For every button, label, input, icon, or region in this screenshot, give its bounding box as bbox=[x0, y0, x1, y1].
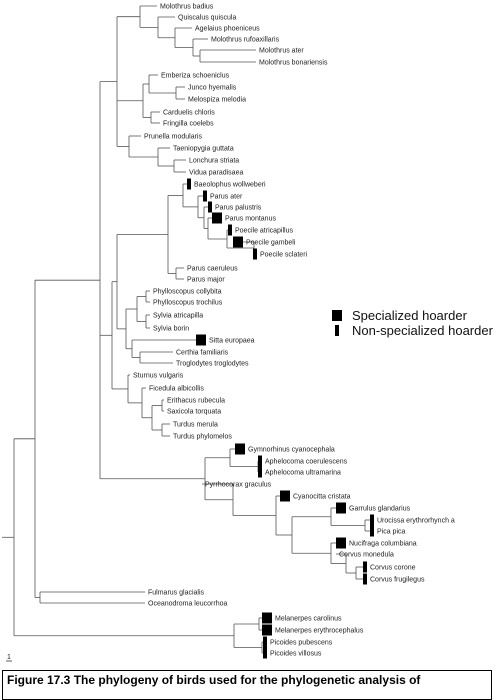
specialized-hoarder-marker bbox=[262, 624, 272, 636]
taxon-label: Sturnus vulgaris bbox=[133, 373, 184, 380]
non-specialized-hoarder-marker bbox=[258, 455, 262, 467]
taxon-label: Parus major bbox=[187, 277, 225, 284]
taxon-label: Ficedula albicollis bbox=[149, 386, 204, 393]
taxon-label: Sylvia atricapilla bbox=[153, 313, 203, 320]
taxon-label: Certhia familiaris bbox=[176, 350, 229, 357]
taxon-label: Corvus monedula bbox=[339, 552, 394, 559]
taxon-label: Corvus frugilegus bbox=[370, 577, 425, 584]
non-specialized-hoarder-marker bbox=[258, 466, 262, 478]
taxon-label: Aphelocoma ultramarina bbox=[265, 470, 341, 477]
taxon-label: Pyrrhocorax graculus bbox=[205, 482, 272, 489]
taxon-label: Sitta europaea bbox=[209, 338, 255, 345]
taxon-label: Troglodytes troglodytes bbox=[176, 361, 249, 368]
taxon-label: Oceanodroma leucorrhoa bbox=[148, 601, 227, 608]
legend-non-specialized-label: Non-specialized hoarder bbox=[352, 323, 494, 338]
non-specialized-hoarder-marker bbox=[263, 636, 267, 648]
legend-specialized-marker bbox=[332, 310, 342, 321]
taxon-label: Molothrus badius bbox=[160, 4, 214, 11]
taxon-label: Baeolophus wollweberi bbox=[194, 182, 266, 189]
taxon-label: Corvus corone bbox=[370, 565, 416, 572]
taxon-label: Melanerpes carolinus bbox=[275, 616, 342, 623]
taxon-label: Molothrus ater bbox=[259, 48, 304, 55]
taxon-label: Poecile atricapillus bbox=[235, 228, 293, 235]
non-specialized-hoarder-marker bbox=[370, 525, 374, 537]
specialized-hoarder-marker bbox=[235, 443, 245, 455]
taxon-label: Aphelocoma coerulescens bbox=[265, 459, 348, 466]
taxon-label: Quiscalus quiscula bbox=[178, 15, 236, 22]
scale-bar: 1 bbox=[6, 654, 12, 662]
non-specialized-hoarder-marker bbox=[203, 190, 207, 202]
taxon-label: Parus palustris bbox=[215, 205, 262, 212]
taxon-label: Saxicola torquata bbox=[167, 409, 221, 416]
taxon-label: Poecile sclateri bbox=[260, 252, 308, 259]
non-specialized-hoarder-marker bbox=[208, 201, 212, 213]
figure-caption: Figure 17.3 The phylogeny of birds used … bbox=[7, 673, 421, 687]
figure-caption-box: Figure 17.3 The phylogeny of birds used … bbox=[2, 670, 492, 700]
scale-label: 1 bbox=[7, 654, 11, 661]
non-specialized-hoarder-marker bbox=[263, 647, 267, 659]
legend-non-specialized-marker bbox=[335, 325, 339, 336]
non-specialized-hoarder-marker bbox=[363, 573, 367, 585]
specialized-hoarder-marker bbox=[262, 612, 272, 624]
taxon-label: Gymnorhinus cyanocephala bbox=[248, 447, 335, 454]
taxon-label: Taeniopygia guttata bbox=[173, 146, 234, 153]
taxon-label: Urocissa erythrorhynch a bbox=[377, 518, 455, 525]
phylogenetic-tree: Molothrus badius Quiscalus quiscula Agelai… bbox=[2, 4, 494, 662]
non-specialized-hoarder-marker bbox=[187, 178, 191, 190]
taxon-label: Sylvia borin bbox=[153, 326, 189, 333]
taxon-label: Cyanocitta cristata bbox=[293, 494, 351, 501]
specialized-hoarder-marker bbox=[336, 537, 346, 549]
tree-branches bbox=[2, 5, 370, 654]
non-specialized-hoarder-marker bbox=[370, 514, 374, 526]
taxon-label: Parus montanus bbox=[225, 216, 276, 223]
taxon-label: Nucifraga columbiana bbox=[349, 541, 417, 548]
taxon-label: Poecile gambeli bbox=[246, 240, 296, 247]
taxon-label: Garrulus glandarius bbox=[349, 506, 411, 513]
taxon-label: Carduelis chloris bbox=[163, 110, 215, 117]
taxon-label: Pica pica bbox=[377, 529, 406, 536]
specialized-hoarder-marker bbox=[336, 502, 346, 514]
specialized-hoarder-marker bbox=[196, 334, 206, 346]
taxon-label: Junco hyemalis bbox=[188, 85, 237, 92]
taxon-label: Turdus phylomelos bbox=[173, 434, 232, 441]
taxon-label: Agelaius phoeniceus bbox=[195, 26, 260, 33]
taxon-label: Lonchura striata bbox=[189, 158, 239, 165]
taxon-label: Prunella modularis bbox=[144, 134, 202, 141]
specialized-hoarder-marker bbox=[280, 490, 290, 502]
taxon-label: Fringilla coelebs bbox=[163, 121, 214, 128]
taxon-label: Parus caeruleus bbox=[187, 266, 238, 273]
taxon-label: Molothrus rufoaxillaris bbox=[211, 37, 280, 44]
legend-specialized-label: Specialized hoarder bbox=[352, 308, 468, 323]
taxon-labels: Molothrus badius Quiscalus quiscula Agelai… bbox=[133, 4, 455, 658]
taxon-label: Molothrus bonariensis bbox=[259, 60, 328, 67]
hoarder-markers bbox=[187, 178, 374, 659]
taxon-label: Picoides pubescens bbox=[270, 640, 333, 647]
specialized-hoarder-marker bbox=[212, 212, 222, 224]
non-specialized-hoarder-marker bbox=[253, 248, 257, 260]
non-specialized-hoarder-marker bbox=[228, 224, 232, 236]
taxon-label: Emberiza schoeniclus bbox=[161, 73, 230, 80]
taxon-label: Phylloscopus trochilus bbox=[153, 300, 223, 307]
taxon-label: Turdus merula bbox=[173, 422, 218, 429]
taxon-label: Fulmarus glacialis bbox=[148, 590, 205, 597]
taxon-label: Parus ater bbox=[210, 194, 243, 201]
non-specialized-hoarder-marker bbox=[363, 561, 367, 573]
taxon-label: Vidua paradisaea bbox=[189, 170, 243, 177]
taxon-label: Phylloscopus collybita bbox=[153, 289, 222, 296]
taxon-label: Melospiza melodia bbox=[188, 97, 246, 104]
taxon-label: Erithacus rubecula bbox=[167, 398, 225, 405]
taxon-label: Melanerpes erythrocephalus bbox=[275, 628, 364, 635]
legend: Specialized hoarder Non-specialized hoar… bbox=[332, 308, 494, 338]
specialized-hoarder-marker bbox=[233, 236, 243, 248]
taxon-label: Picoides villosus bbox=[270, 651, 322, 658]
